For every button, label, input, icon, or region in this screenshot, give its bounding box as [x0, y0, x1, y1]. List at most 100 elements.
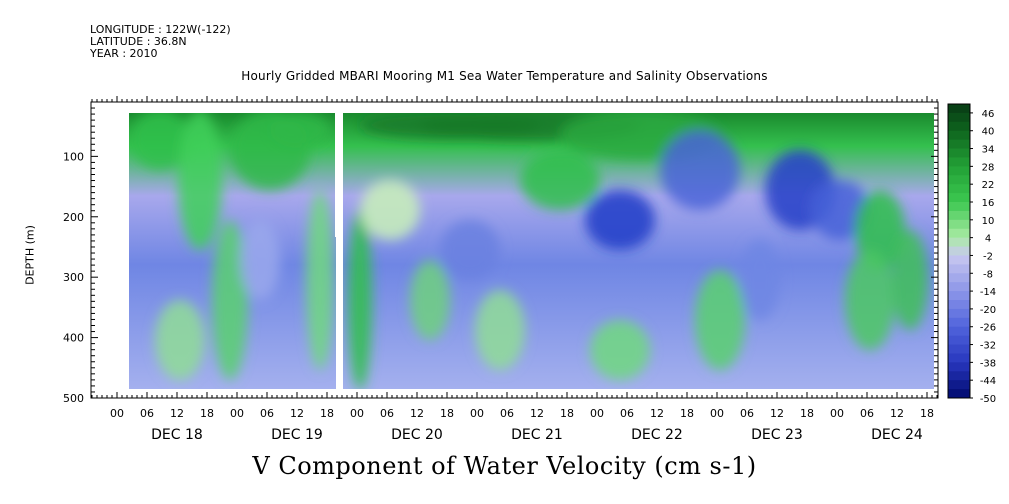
colorbar-segment — [948, 104, 970, 114]
field-patch — [845, 250, 895, 350]
x-hour-tick-label: 18 — [560, 407, 574, 420]
x-hour-tick-label: 18 — [800, 407, 814, 420]
colorbar: 46 40 34 28 22 16 10 4 -2 -8 -14 -20 -26 -32 -38 -44 -50 — [947, 103, 996, 405]
x-hour-tick-label: 18 — [680, 407, 694, 420]
colorbar-segment — [948, 300, 970, 310]
field-patch — [155, 300, 205, 380]
chart-title: Hourly Gridded MBARI Mooring M1 Sea Wate… — [241, 69, 768, 83]
colorbar-label: 34 — [982, 145, 995, 156]
field-patch — [270, 113, 330, 148]
x-hour-tick-label: 00 — [830, 407, 844, 420]
x-hour-tick-label: 06 — [380, 407, 394, 420]
colorbar-segment — [948, 175, 970, 185]
axes: 00 06 12 18 00 06 12 18 00 06 12 18 00 06 12 18 00 06 12 18… — [63, 96, 938, 443]
colorbar-segment — [948, 326, 970, 337]
x-hour-tick-label: 18 — [920, 407, 934, 420]
colorbar-label: 46 — [982, 109, 995, 120]
x-hour-tick-label: 12 — [170, 407, 184, 420]
colorbar-label: 22 — [982, 180, 995, 191]
x-day-label: DEC 23 — [751, 427, 803, 443]
x-hour-tick-label: 06 — [620, 407, 634, 420]
metadata-block: LONGITUDE : 122W(-122) LATITUDE : 36.8N … — [90, 24, 231, 60]
x-hour-tick-label: 00 — [230, 407, 244, 420]
x-day-label: DEC 21 — [511, 427, 563, 443]
x-hour-tick-label: 06 — [260, 407, 274, 420]
x-hour-tick-label: 18 — [320, 407, 334, 420]
x-hour-tick-label: 12 — [650, 407, 664, 420]
colorbar-segment — [948, 255, 970, 265]
colorbar-segment — [948, 202, 970, 212]
colorbar-label: -38 — [980, 358, 996, 369]
field-patch — [440, 220, 500, 280]
colorbar-label: 16 — [982, 198, 995, 209]
data-gap-upper — [335, 113, 343, 237]
colorbar-segment — [948, 139, 970, 150]
colorbar-segment — [948, 371, 970, 381]
colorbar-label: -32 — [980, 341, 996, 352]
colorbar-segment — [948, 291, 970, 301]
colorbar-label: -14 — [980, 287, 996, 298]
field-patch — [410, 260, 450, 340]
field-patch — [348, 210, 372, 389]
colorbar-label: 10 — [982, 216, 995, 227]
y-tick-label: 300 — [63, 271, 84, 284]
y-tick-label: 200 — [63, 211, 84, 224]
colorbar-segment — [948, 148, 970, 158]
colorbar-segment — [948, 317, 970, 328]
x-hour-tick-label: 06 — [740, 407, 754, 420]
colorbar-segment — [948, 121, 970, 132]
field-patch — [585, 190, 655, 250]
colorbar-segment — [948, 228, 970, 239]
x-hour-tick-label: 00 — [470, 407, 484, 420]
field-patch — [740, 240, 780, 320]
colorbar-segment — [948, 112, 970, 123]
colorbar-segment — [948, 273, 970, 283]
field-patch — [360, 180, 420, 240]
colorbar-segment — [948, 157, 970, 167]
x-day-label: DEC 22 — [631, 427, 683, 443]
colorbar-segment — [948, 166, 970, 176]
x-hour-tick-label: 00 — [110, 407, 124, 420]
colorbar-label: -20 — [980, 305, 996, 316]
y-tick-label: 500 — [63, 392, 84, 405]
colorbar-segment — [948, 344, 970, 354]
colorbar-segment — [948, 389, 970, 399]
latitude-label: LATITUDE : 36.8N — [90, 35, 187, 48]
year-label: YEAR : 2010 — [90, 47, 158, 60]
y-tick-label: 400 — [63, 332, 84, 345]
x-hour-tick-label: 12 — [530, 407, 544, 420]
longitude-label: LONGITUDE : 122W(-122) — [90, 23, 231, 36]
colorbar-label: 28 — [982, 162, 995, 173]
field-patch — [810, 180, 870, 240]
colorbar-segment — [948, 184, 970, 194]
colorbar-segment — [948, 219, 970, 230]
x-axis-title: V Component of Water Velocity (cm s-1) — [252, 452, 757, 480]
x-day-label: DEC 20 — [391, 427, 443, 443]
colorbar-segment — [948, 353, 970, 363]
colorbar-label: 4 — [985, 234, 991, 245]
colorbar-segment — [948, 282, 970, 292]
x-hour-tick-label: 06 — [500, 407, 514, 420]
velocity-field — [129, 113, 934, 389]
x-hour-tick-label: 12 — [290, 407, 304, 420]
x-hour-tick-label: 12 — [890, 407, 904, 420]
plot-frame — [90, 101, 939, 399]
colorbar-frame — [947, 103, 971, 399]
colorbar-label: -8 — [983, 269, 993, 280]
colorbar-segment — [948, 380, 970, 390]
x-hour-tick-label: 12 — [770, 407, 784, 420]
colorbar-segment — [948, 130, 970, 141]
field-patch — [306, 190, 334, 370]
data-gap-lower — [336, 237, 343, 389]
x-hour-tick-label: 18 — [440, 407, 454, 420]
x-hour-tick-label: 00 — [350, 407, 364, 420]
field-patch — [695, 270, 745, 370]
colorbar-segment — [948, 308, 970, 319]
x-day-label: DEC 24 — [871, 427, 923, 443]
y-tick-label: 100 — [63, 150, 84, 163]
colorbar-segment — [948, 335, 970, 346]
colorbar-segment — [948, 362, 970, 372]
x-day-label: DEC 18 — [151, 427, 203, 443]
field-patch — [212, 220, 248, 380]
